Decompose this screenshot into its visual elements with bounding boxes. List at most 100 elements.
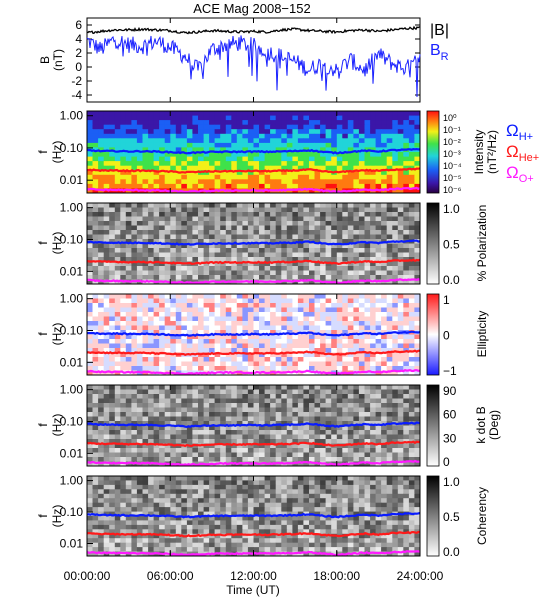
spectrogram-cell [281,270,288,276]
spectrogram-cell [375,111,382,116]
spectrogram-cell [370,170,377,176]
spectrogram-cell [275,416,282,422]
spectrogram-cell [136,179,143,185]
spectrogram-cell [336,252,343,258]
spectrogram-cell [136,212,143,217]
spectrogram-cell [125,312,132,317]
spectrogram-cell [120,502,127,508]
spectrogram-cell [358,412,365,417]
spectrogram-cell [392,493,399,499]
spectrogram-cell [231,316,238,322]
spectrogram-cell [92,270,99,276]
spectrogram-cell [358,366,365,371]
spectrogram-cell [331,357,338,362]
spectrogram-cell [364,239,371,244]
spectrogram-cell [209,111,216,116]
spectrogram-cell [203,366,210,371]
spectrogram-cell [170,216,177,222]
spectrogram-cell [242,502,249,508]
spectrogram-cell [120,129,127,135]
spectrogram-cell [381,133,388,139]
spectrogram-cell [120,275,127,280]
intensity-yunit: (Hz) [50,141,64,164]
spectrogram-cell [320,325,327,331]
spectrogram-cell [192,312,199,317]
spectrogram-cell [153,312,160,317]
spectrogram-cell [148,303,155,308]
spectrogram-cell [314,484,321,490]
spectrogram-cell [347,312,354,317]
spectrogram-cell [275,334,282,340]
spectrogram-cell [403,115,410,121]
spectrogram-cell [370,120,377,126]
spectrogram-cell [336,129,343,135]
spectrogram-cell [225,138,232,144]
spectrogram-cell [414,270,421,276]
colorbar-tick-label: 1 [443,293,450,307]
spectrogram-cell [198,203,204,208]
spectrogram-cell [247,252,254,258]
spectrogram-cell [386,357,393,362]
spectrogram-cell [203,498,210,503]
spectrogram-cell [159,298,166,304]
spectrogram-cell [292,343,299,349]
spectrogram-cell [175,207,182,213]
spectrogram-cell [281,361,288,367]
spectrogram-cell [259,252,265,258]
spectrogram-cell [98,142,105,148]
spectrogram-cell [225,179,232,185]
spectrogram-cell [264,425,271,431]
spectrogram-cell [186,161,193,167]
spectrogram-cell [364,234,371,240]
spectrogram-cell [381,120,388,126]
spectrogram-cell [397,452,404,458]
spectrogram-cell [325,398,332,404]
spectrogram-cell [159,430,166,435]
spectrogram-cell [109,493,116,499]
spectrogram-cell [408,261,415,267]
intensity-texture [87,111,421,194]
spectrogram-cell [292,398,299,404]
spectrogram-cell [203,129,210,135]
spectrogram-cell [148,493,155,499]
spectrogram-cell [225,261,232,267]
spectrogram-cell [331,111,338,116]
spectrogram-cell [109,352,116,358]
spectrogram-cell [209,357,216,362]
spectrogram-cell [109,183,116,189]
spectrogram-cell [297,452,304,458]
spectrogram-cell [142,221,149,226]
spectrogram-cell [336,133,343,139]
spectrogram-cell [109,343,116,349]
spectrogram-cell [381,170,388,176]
spectrogram-cell [164,457,171,462]
spectrogram-cell [270,361,277,367]
spectrogram-cell [392,138,399,144]
spectrogram-cell [87,339,93,344]
spectrogram-cell [303,156,310,162]
spectrogram-cell [375,389,382,395]
spectrogram-cell [170,294,177,299]
spectrogram-cell [375,452,382,458]
spectrogram-cell [286,316,293,322]
spectrogram-cell [220,493,227,499]
spectrogram-cell [375,298,382,304]
spectrogram-cell [253,398,260,404]
spectrogram-cell [397,165,404,171]
spectrogram-cell [325,330,332,335]
spectrogram-cell [148,170,155,176]
spectrogram-cell [403,266,410,271]
spectrogram-cell [309,493,315,499]
spectrogram-cell [353,507,360,512]
spectrogram-cell [270,234,277,240]
spectrogram-cell [342,294,349,299]
spectrogram-cell [259,443,265,449]
spectrogram-cell [231,294,238,299]
spectrogram-cell [220,129,227,135]
spectrogram-cell [331,343,338,349]
spectrogram-cell [231,212,238,217]
spectrogram-cell [236,307,243,313]
spectrogram-cell [120,321,127,326]
spectrogram-cell [186,179,193,185]
spectrogram-cell [220,343,227,349]
